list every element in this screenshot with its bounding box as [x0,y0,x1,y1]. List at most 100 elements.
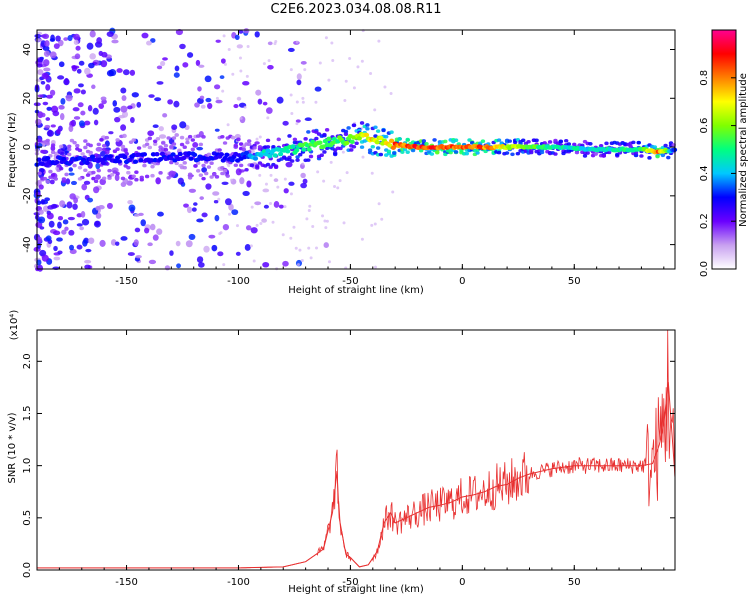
heatmap-cell [112,100,118,107]
heatmap-cell [49,38,56,42]
heatmap-cell [84,67,91,75]
heatmap-cell [134,227,141,233]
heatmap-cell [72,163,77,168]
heatmap-cell [76,223,83,227]
heatmap-cell [114,173,120,182]
heatmap-cell [186,206,193,214]
heatmap-cell [38,216,46,224]
heatmap-cell [222,223,230,231]
heatmap-cell [480,139,486,143]
heatmap-cell [136,101,142,108]
heatmap-cell [243,150,250,155]
heatmap-cell [574,150,580,155]
heatmap-cell [162,113,168,118]
heatmap-cell [338,179,342,183]
heatmap-cell [39,161,45,167]
heatmap-cell [115,241,120,246]
heatmap-cell [80,110,86,116]
heatmap-cell [190,147,196,152]
heatmap-cell [265,107,273,114]
heatmap-cell [197,262,205,268]
heatmap-cell [108,131,114,135]
heatmap-cell [187,134,193,139]
heatmap-cell [247,142,252,147]
heatmap-cell [663,143,668,148]
heatmap-cell [322,139,328,144]
heatmap-cell [75,143,80,148]
heatmap-cell [76,68,82,74]
heatmap-cell [453,138,459,143]
heatmap-cell [205,183,212,190]
heatmap-cell [65,94,73,102]
heatmap-cell [88,62,95,69]
snr-chart: -150 -100 -50 0 50 0.0 0.5 1.0 1.5 2.0 Height of … [7,310,676,595]
y-tick-label: 1.5 [22,406,33,422]
heatmap-cell [242,190,250,197]
heatmap-cell [86,42,94,50]
heatmap-cell [418,148,424,153]
heatmap-cell [255,223,259,227]
heatmap-cell [198,142,204,147]
heatmap-cell [242,81,250,86]
heatmap-cell [144,174,150,179]
heatmap-cell [201,212,208,218]
heatmap-cell [321,214,325,218]
heatmap-cell [104,135,110,140]
y-tick-label: 1.0 [22,458,33,474]
heatmap-cell [319,153,324,157]
heatmap-cell [106,31,114,37]
heatmap-cell [36,259,42,266]
heatmap-cell [80,152,85,156]
heatmap-cell [42,33,50,40]
heatmap-cell [78,120,85,127]
heatmap-cell [100,60,108,68]
heatmap-cell [161,141,166,145]
heatmap-cell [115,171,120,176]
heatmap-cell [257,161,263,165]
heatmap-cell [298,248,302,252]
heatmap-cell [60,113,65,121]
heatmap-cell [116,68,123,73]
heatmap-cell [274,39,278,43]
heatmap-cell [243,105,247,109]
heatmap-cell [115,147,120,152]
snr-series-noise [37,329,676,569]
heatmap-cell [157,157,164,162]
heatmap-cell [254,31,260,38]
heatmap-cell [359,121,365,125]
heatmap-cell [42,176,48,181]
heatmap-cell [173,100,180,108]
heatmap-cell [295,119,301,123]
heatmap-cell [133,239,139,246]
heatmap-cell [267,153,273,159]
heatmap-cell [57,75,65,80]
heatmap-cell [58,61,65,68]
heatmap-cell [300,182,307,189]
heatmap-cell [211,244,218,252]
heatmap-cell [56,164,61,168]
heatmap-cell [114,116,121,123]
heatmap-cell [496,150,502,155]
heatmap-cell [250,227,258,234]
heatmap-cell [218,152,225,157]
heatmap-cell [42,45,50,52]
heatmap-cell [647,156,652,160]
heatmap-cell [239,177,245,185]
colorbar-tick-label: 0.6 [699,118,710,134]
heatmap-cell [464,151,470,156]
heatmap-cell [47,205,55,210]
heatmap-cell [45,138,50,143]
heatmap-cell [639,154,644,158]
heatmap-cell [276,185,280,189]
heatmap-cell [204,75,212,83]
heatmap-cell [36,200,42,205]
heatmap-cell [68,125,74,133]
heatmap-cell [262,62,266,66]
heatmap-cell [45,235,52,241]
heatmap-cell [553,152,558,156]
heatmap-cell [223,62,227,66]
heatmap-cell [167,99,173,105]
heatmap-cell [206,165,212,169]
heatmap-cell [342,221,346,225]
heatmap-cell [181,155,187,161]
